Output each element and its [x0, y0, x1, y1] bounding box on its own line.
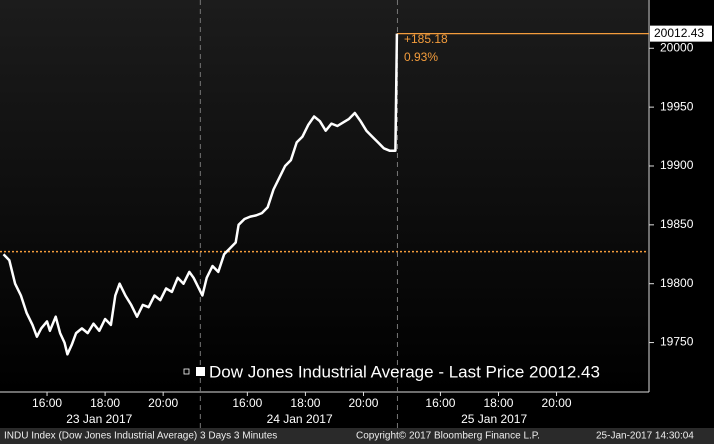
y-tick-label: 19800 — [660, 276, 694, 290]
y-tick-label: 19950 — [660, 99, 694, 113]
x-tick-label: 20:00 — [542, 396, 572, 410]
last-price-label: 20012.43 — [654, 26, 704, 40]
y-tick-label: 19750 — [660, 335, 694, 349]
date-label: 25 Jan 2017 — [461, 412, 527, 426]
plot-background — [0, 0, 648, 392]
y-tick-label: 19900 — [660, 158, 694, 172]
x-tick-label: 18:00 — [90, 396, 120, 410]
footer-text: 25-Jan-2017 14:30:04 — [596, 431, 694, 442]
x-tick-label: 20:00 — [348, 396, 378, 410]
date-label: 24 Jan 2017 — [267, 412, 333, 426]
x-tick-label: 16:00 — [232, 396, 262, 410]
x-tick-label: 16:00 — [425, 396, 455, 410]
footer-bar — [0, 428, 714, 444]
date-label: 23 Jan 2017 — [66, 412, 132, 426]
last-price-box — [650, 25, 712, 42]
x-tick-label: 20:00 — [148, 396, 178, 410]
footer-text: Copyright© 2017 Bloomberg Finance L.P. — [356, 431, 540, 442]
annotation: +185.18 — [404, 32, 448, 46]
legend-swatch — [196, 367, 205, 376]
x-tick-label: 16:00 — [32, 396, 62, 410]
legend-label: Dow Jones Industrial Average - Last Pric… — [209, 362, 600, 381]
y-tick-label: 20000 — [660, 40, 694, 54]
footer-text: INDU Index (Dow Jones Industrial Average… — [4, 431, 277, 442]
annotation: 0.93% — [404, 50, 438, 64]
legend-icon — [183, 368, 190, 375]
price-line — [2, 33, 399, 356]
x-tick-label: 18:00 — [290, 396, 320, 410]
x-tick-label: 18:00 — [483, 396, 513, 410]
y-tick-label: 19850 — [660, 217, 694, 231]
